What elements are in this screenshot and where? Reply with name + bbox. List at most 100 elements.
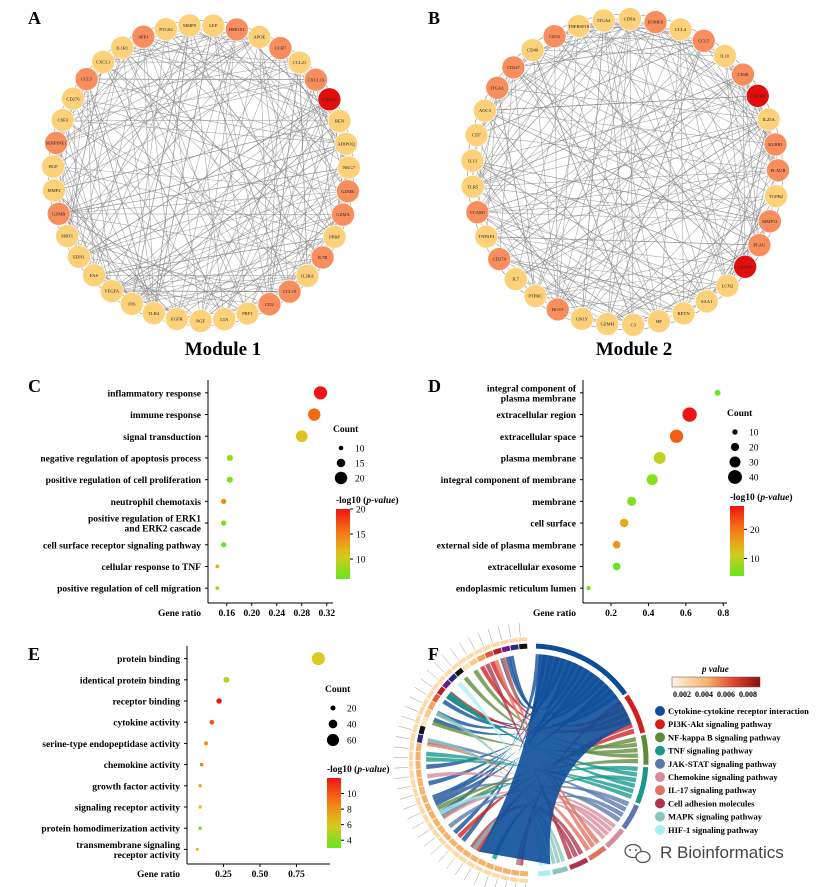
network-edge [472, 169, 779, 188]
network-node-label: ITGAL [490, 85, 504, 90]
size-legend-label: 20 [749, 444, 759, 454]
network-node-label: PLAUR [770, 168, 786, 173]
network-node-label: CD40 [527, 48, 539, 53]
y-tick-label: extracellular region [496, 411, 576, 421]
network-edge [55, 142, 113, 292]
network-edge [58, 213, 248, 314]
network-edge [224, 62, 300, 320]
network-node [570, 306, 594, 331]
network-edge [629, 18, 728, 286]
network-edge [724, 55, 746, 267]
network-node [460, 148, 485, 173]
network-edge [499, 258, 707, 302]
network-node-label: LCN2 [722, 283, 734, 288]
network-node [67, 244, 91, 269]
network-edge [515, 119, 769, 280]
network-node-label: GNLY [576, 316, 589, 321]
pathway-legend-dot [655, 732, 665, 743]
x-axis-label: Gene ratio [137, 870, 180, 880]
network-edge [554, 36, 558, 310]
network-edge [93, 36, 144, 276]
network-edge [111, 190, 348, 292]
network-edge [72, 98, 80, 257]
network-edge [72, 98, 225, 320]
network-node [334, 132, 358, 156]
network-edge [581, 74, 744, 319]
network-edge [189, 25, 347, 145]
y-tick-label: protein binding [117, 655, 180, 665]
network-edge [102, 61, 335, 238]
bubble-point [226, 454, 233, 462]
network-node [758, 209, 782, 234]
network-edge [742, 74, 760, 246]
network-node-label: TGFB2 [769, 194, 784, 199]
network-node-label: ITGA4 [597, 18, 611, 23]
bubble-point [220, 542, 227, 548]
network-edge [62, 61, 104, 121]
network-node-label: AOC3 [479, 108, 492, 113]
network-node-label: CCL19 [283, 289, 297, 294]
network-node [82, 263, 106, 288]
network-node [201, 13, 226, 38]
network-node [336, 179, 360, 204]
size-legend-label: 15 [355, 460, 365, 470]
gene-label-tick [420, 678, 433, 687]
gene-pvalue-arc [443, 668, 453, 678]
bubble-point [627, 496, 637, 506]
gene-arc [484, 650, 494, 659]
pathway-legend-dot [655, 785, 665, 796]
x-axis-label: Gene ratio [533, 609, 576, 619]
network-edge [55, 29, 237, 144]
network-node [42, 178, 66, 203]
network-node [643, 10, 668, 34]
network-edge [131, 120, 340, 305]
y-tick-label: plasma membrane [501, 454, 576, 464]
network-edge [78, 47, 123, 257]
network-node-label: CSF3 [58, 118, 69, 123]
gene-arc [455, 843, 465, 853]
network-node-label: HCST [552, 307, 564, 312]
y-tick-label: plasma membrane [501, 394, 576, 404]
gene-arc [415, 742, 422, 752]
bubble-point [223, 676, 230, 683]
pathway-legend-label: PI3K-Akt signaling pathway [668, 719, 773, 729]
network-edge [143, 36, 248, 314]
network-node-label: CD8A [624, 17, 637, 22]
gene-arc [418, 725, 426, 735]
pathway-legend-dot [655, 798, 665, 809]
gene-label-tick [409, 696, 423, 704]
network-edge [66, 235, 112, 292]
network-node-label: EDN1 [73, 254, 85, 259]
gene-label-tick [468, 637, 476, 651]
x-tick-label: 0.20 [243, 609, 260, 619]
network-node [756, 107, 781, 132]
network-edge [315, 79, 335, 237]
gene-pvalue-arc [421, 697, 430, 708]
network-node [592, 8, 616, 33]
network-node [235, 301, 260, 326]
network-edge [472, 160, 770, 222]
x-tick-label: 0.8 [717, 609, 729, 619]
p-value-legend-label: 0.004 [695, 690, 713, 699]
gene-label-tick [487, 629, 493, 643]
network-edge [607, 244, 760, 325]
network-edge [143, 36, 155, 314]
network-edge [606, 22, 656, 325]
bubble-point [612, 540, 621, 549]
network-edge [557, 29, 681, 310]
network-node-label: SIRT1 [61, 234, 74, 239]
pathway-legend-label: TNF signaling pathway [668, 746, 753, 756]
gene-label-tick [464, 867, 472, 881]
bubble-point [311, 652, 325, 666]
network-node-label: PTGS2 [159, 27, 173, 32]
network-node [287, 50, 312, 75]
gene-label-tick [397, 785, 411, 790]
network-edge [58, 143, 347, 215]
gene-label-tick [505, 881, 507, 887]
size-legend-title: Count [325, 685, 351, 695]
network-node [295, 264, 320, 288]
gene-pvalue-arc [499, 639, 509, 646]
network-edge [78, 25, 190, 257]
network-node-label: CXCL13 [307, 77, 325, 82]
network-edge [259, 36, 308, 276]
